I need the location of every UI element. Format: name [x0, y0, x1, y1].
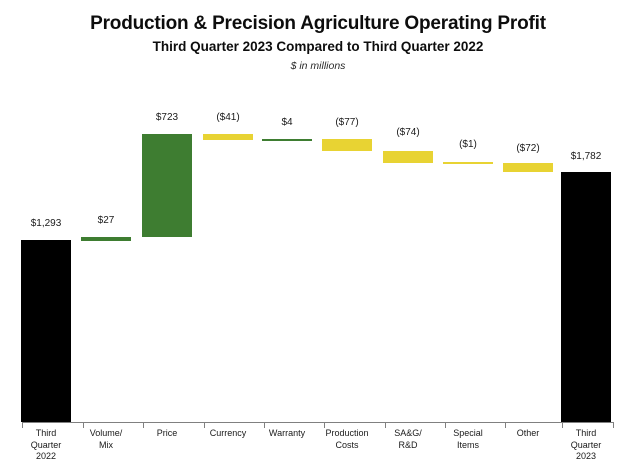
waterfall-bar — [21, 240, 71, 422]
x-axis-tick — [22, 423, 23, 428]
x-axis-tick — [143, 423, 144, 428]
x-axis-category-label: Special Items — [432, 428, 504, 451]
x-axis-category-line: Costs — [335, 439, 359, 450]
chart-units-note: $ in millions — [290, 60, 346, 72]
x-axis-category-label: Warranty — [251, 428, 323, 440]
chart-header: Production & Precision Agriculture Opera… — [0, 0, 636, 73]
waterfall-bar — [383, 151, 433, 163]
x-axis-tick — [264, 423, 265, 428]
x-axis-category-line: Price — [156, 428, 178, 438]
x-axis-tick — [505, 423, 506, 428]
x-axis-tick — [613, 423, 614, 428]
x-axis-tick — [562, 423, 563, 428]
x-axis-category-line: Special — [453, 428, 483, 438]
bar-value-label: ($77) — [335, 117, 359, 128]
x-axis-category-line: 2023 — [575, 451, 597, 461]
waterfall-bar — [142, 134, 192, 237]
waterfall-bar — [203, 134, 253, 140]
x-axis-category-label: Currency — [192, 428, 264, 440]
x-axis-category-label: Third Quarter 2022 — [10, 428, 82, 463]
bar-value-label: $27 — [97, 215, 115, 226]
x-axis-category-label: Price — [131, 428, 203, 440]
x-axis-category-line: Currency — [209, 428, 247, 438]
x-axis-category-line: Mix — [99, 439, 113, 450]
x-axis-category-line: SA&G/ — [394, 428, 422, 438]
x-axis-tick — [204, 423, 205, 428]
x-axis-tick — [445, 423, 446, 428]
bar-value-label: ($1) — [459, 139, 477, 150]
bar-value-label: $1,782 — [570, 151, 602, 162]
waterfall-bar — [443, 162, 493, 164]
x-axis-category-label: Volume/Mix — [70, 428, 142, 451]
waterfall-bar — [81, 237, 131, 241]
waterfall-bar — [322, 139, 372, 151]
bar-value-label: ($74) — [396, 127, 420, 138]
x-axis-category-line: Third — [35, 428, 57, 438]
x-axis-category-label: Third Quarter 2023 — [550, 428, 622, 463]
x-axis-category-line: Warranty — [268, 428, 306, 438]
x-axis-category-label: SA&G/R&D — [372, 428, 444, 451]
bar-value-label: $4 — [281, 117, 293, 128]
waterfall-bar — [503, 163, 553, 172]
x-axis-category-line: R&D — [398, 439, 418, 450]
x-axis-category-label: Production Costs — [311, 428, 383, 451]
x-axis-tick — [385, 423, 386, 428]
x-axis-tick — [324, 423, 325, 428]
x-axis-category-label: Other — [492, 428, 564, 440]
x-axis-tick — [83, 423, 84, 428]
x-axis-line — [22, 422, 614, 423]
bar-value-label: ($72) — [516, 143, 540, 154]
x-axis-category-line: Third — [575, 428, 597, 438]
x-axis-category-line: Quarter — [30, 439, 62, 450]
bar-value-label: $723 — [155, 112, 179, 123]
x-axis-category-line: Other — [516, 428, 540, 438]
waterfall-bar — [561, 172, 611, 422]
chart-title: Production & Precision Agriculture Opera… — [90, 13, 546, 34]
x-axis-category-line: Production — [325, 428, 369, 438]
bar-value-label: $1,293 — [30, 218, 62, 229]
x-axis-category-line: Items — [456, 439, 479, 450]
waterfall-bar — [262, 139, 312, 141]
chart-subtitle: Third Quarter 2023 Compared to Third Qua… — [152, 39, 484, 54]
x-axis-category-line: 2022 — [35, 451, 57, 461]
bar-value-label: ($41) — [216, 112, 240, 123]
x-axis-category-line: Volume/ — [89, 428, 123, 438]
x-axis-category-line: Quarter — [570, 439, 602, 450]
